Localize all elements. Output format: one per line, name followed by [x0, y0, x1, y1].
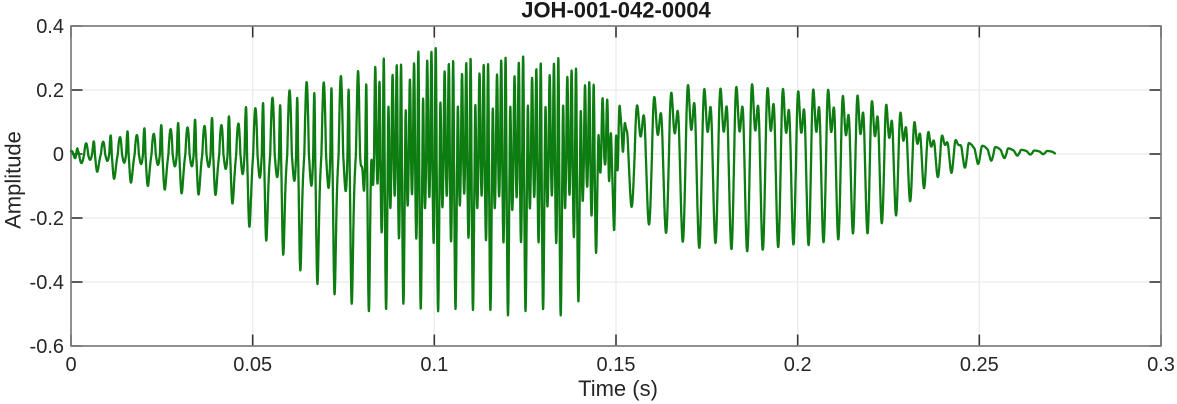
svg-text:0.4: 0.4 — [36, 16, 64, 38]
svg-text:0.2: 0.2 — [36, 80, 64, 102]
svg-text:JOH-001-042-0004: JOH-001-042-0004 — [521, 0, 711, 23]
svg-text:-0.4: -0.4 — [30, 272, 64, 294]
svg-text:0.15: 0.15 — [597, 354, 636, 376]
svg-text:Time (s): Time (s) — [578, 376, 658, 401]
svg-text:0.1: 0.1 — [420, 354, 448, 376]
svg-text:0.2: 0.2 — [784, 354, 812, 376]
svg-text:0: 0 — [65, 354, 76, 376]
svg-text:-0.6: -0.6 — [30, 336, 64, 358]
svg-text:0: 0 — [53, 144, 64, 166]
svg-text:0.3: 0.3 — [1147, 354, 1175, 376]
svg-text:0.05: 0.05 — [233, 354, 272, 376]
svg-text:-0.2: -0.2 — [30, 208, 64, 230]
svg-text:0.25: 0.25 — [960, 354, 999, 376]
svg-text:Amplitude: Amplitude — [1, 131, 26, 229]
